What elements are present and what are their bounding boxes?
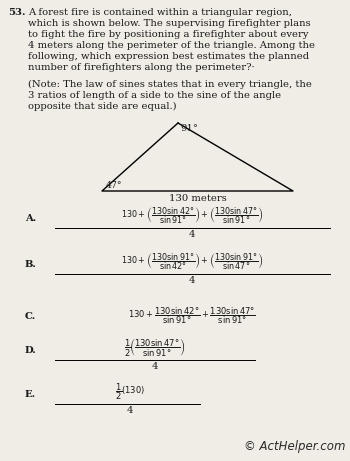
Text: 53.: 53. <box>8 8 26 17</box>
Text: 3 ratios of length of a side to the sine of the angle: 3 ratios of length of a side to the sine… <box>28 91 281 100</box>
Text: which is shown below. The supervising firefighter plans: which is shown below. The supervising fi… <box>28 19 311 28</box>
Text: A.: A. <box>25 213 36 223</box>
Text: number of firefighters along the perimeter?·: number of firefighters along the perimet… <box>28 63 255 72</box>
Text: 4 meters along the perimeter of the triangle. Among the: 4 meters along the perimeter of the tria… <box>28 41 315 50</box>
Text: 4: 4 <box>189 230 195 239</box>
Text: $130 + \left(\dfrac{130\sin 91°}{\sin 42°}\right) + \left(\dfrac{130\sin 91°}{\s: $130 + \left(\dfrac{130\sin 91°}{\sin 42… <box>121 252 263 272</box>
Text: D.: D. <box>25 345 37 355</box>
Text: E.: E. <box>25 390 36 398</box>
Text: (Note: The law of sines states that in every triangle, the: (Note: The law of sines states that in e… <box>28 80 312 89</box>
Text: C.: C. <box>25 312 36 320</box>
Text: opposite that side are equal.): opposite that side are equal.) <box>28 102 177 111</box>
Text: 4: 4 <box>152 362 158 371</box>
Text: $130 + \left(\dfrac{130\sin 42°}{\sin 91°}\right) + \left(\dfrac{130\sin 47°}{\s: $130 + \left(\dfrac{130\sin 42°}{\sin 91… <box>121 206 263 226</box>
Text: 47°: 47° <box>106 181 122 190</box>
Text: to fight the fire by positioning a firefighter about every: to fight the fire by positioning a firef… <box>28 30 308 39</box>
Text: 4: 4 <box>189 276 195 285</box>
Text: 91°: 91° <box>180 124 198 133</box>
Text: 4: 4 <box>127 406 133 415</box>
Text: 130 meters: 130 meters <box>169 194 226 203</box>
Text: $\dfrac{1}{2}(130)$: $\dfrac{1}{2}(130)$ <box>115 382 145 402</box>
Text: following, which expression best estimates the planned: following, which expression best estimat… <box>28 52 309 61</box>
Text: A forest fire is contained within a triangular region,: A forest fire is contained within a tria… <box>28 8 292 17</box>
Text: B.: B. <box>25 260 37 268</box>
Text: © ActHelper.com: © ActHelper.com <box>244 440 345 453</box>
Text: $130 + \dfrac{130\sin 42°}{\sin 91°} + \dfrac{130\sin 47°}{\sin 91°}$: $130 + \dfrac{130\sin 42°}{\sin 91°} + \… <box>128 306 256 326</box>
Text: $\dfrac{1}{2}\!\left(\dfrac{130\sin 47°}{\sin 91°}\right)$: $\dfrac{1}{2}\!\left(\dfrac{130\sin 47°}… <box>124 337 186 359</box>
